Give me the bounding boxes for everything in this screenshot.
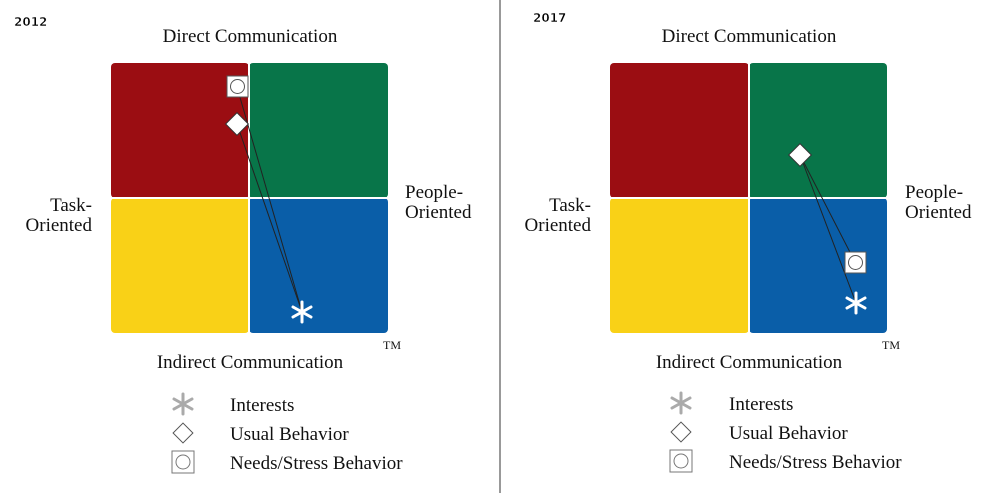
line: People- bbox=[905, 182, 963, 203]
legend-label: Usual Behavior bbox=[729, 423, 848, 444]
line: Oriented bbox=[405, 202, 472, 223]
legend-label: Usual Behavior bbox=[230, 424, 349, 445]
marker-usual bbox=[787, 142, 813, 168]
legend-icon bbox=[172, 392, 194, 416]
legend-label: Interests bbox=[230, 395, 294, 416]
quadrants bbox=[610, 63, 887, 333]
left-label: Task-Oriented bbox=[26, 195, 93, 236]
legend-icon bbox=[172, 422, 194, 444]
legend-label: Needs/Stress Behavior bbox=[230, 453, 403, 474]
legend-label: Interests bbox=[729, 394, 793, 415]
year: 2017 bbox=[533, 11, 566, 25]
line: People- bbox=[405, 182, 463, 203]
panel: 2017 Direct Communication Task-Oriented … bbox=[525, 11, 972, 473]
right-label: People-Oriented bbox=[405, 182, 472, 223]
legend-icon bbox=[673, 453, 689, 469]
line: Oriented bbox=[26, 215, 93, 236]
bottom-label: Indirect Communication bbox=[656, 352, 843, 373]
top-label: Direct Communication bbox=[662, 26, 837, 47]
top-label: Direct Communication bbox=[163, 26, 338, 47]
trademark: TM bbox=[882, 338, 900, 352]
line: Task- bbox=[549, 195, 591, 216]
line: Task- bbox=[50, 195, 92, 216]
quadrants bbox=[111, 63, 388, 333]
right-label: People-Oriented bbox=[905, 182, 972, 223]
legend-icon bbox=[670, 421, 692, 443]
year: 2012 bbox=[14, 15, 47, 29]
marker-stress bbox=[844, 251, 867, 274]
marker-stress bbox=[226, 75, 249, 98]
connectors bbox=[799, 154, 857, 304]
marker-usual bbox=[224, 111, 250, 137]
legend-icon bbox=[670, 391, 692, 415]
bottom-label: Indirect Communication bbox=[157, 352, 344, 373]
line: Oriented bbox=[905, 202, 972, 223]
line: Oriented bbox=[525, 215, 592, 236]
trademark: TM bbox=[383, 338, 401, 352]
legend-label: Needs/Stress Behavior bbox=[729, 452, 902, 473]
legend-icon bbox=[175, 454, 191, 470]
panel: 2012 Direct Communication Task-Oriented … bbox=[14, 15, 472, 474]
left-label: Task-Oriented bbox=[525, 195, 592, 236]
